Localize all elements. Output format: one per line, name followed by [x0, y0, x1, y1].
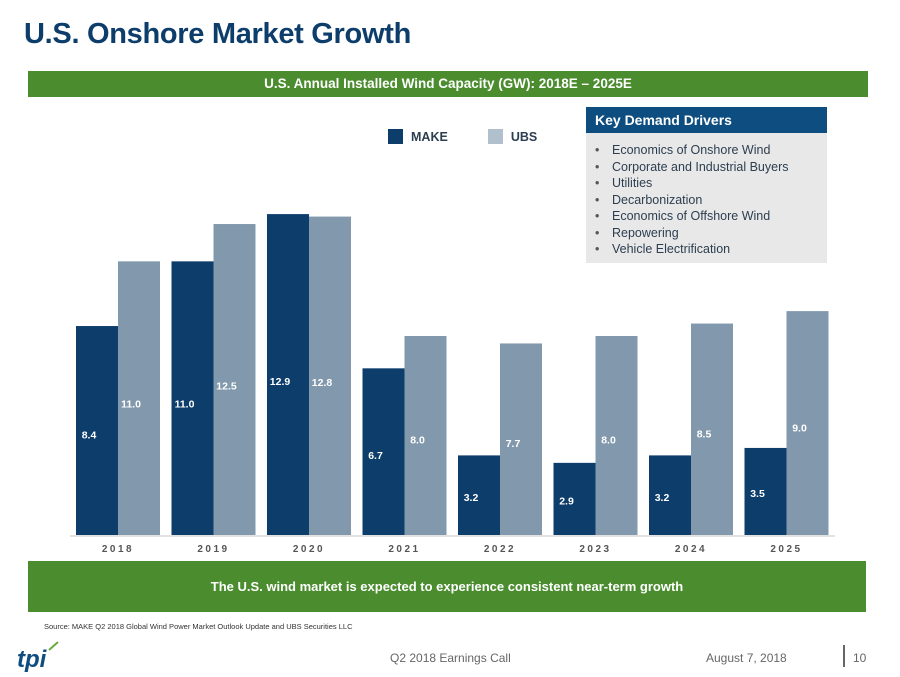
bar-ubs-2018: [118, 261, 160, 535]
logo-leaf-icon: [48, 641, 59, 651]
legend-item-make: MAKE: [388, 129, 448, 144]
x-tick-label-2023: 2023: [579, 544, 611, 555]
data-label-ubs-2025: 9.0: [792, 423, 807, 435]
x-tick-label-2022: 2022: [484, 544, 516, 555]
chart-header-banner: U.S. Annual Installed Wind Capacity (GW)…: [28, 71, 868, 97]
bar-make-2019: [171, 261, 214, 535]
logo-text: tpi: [17, 646, 48, 672]
x-tick-label-2019: 2019: [197, 544, 229, 555]
bar-ubs-2021: [404, 335, 447, 535]
bar-make-2020: [267, 214, 309, 535]
bar-ubs-2020: [309, 216, 351, 535]
data-label-make-2025: 3.5: [750, 488, 765, 500]
data-label-ubs-2021: 8.0: [410, 434, 425, 446]
source-note: Source: MAKE Q2 2018 Global Wind Power M…: [44, 622, 353, 631]
bar-ubs-2023: [595, 335, 638, 535]
data-label-ubs-2020: 12.8: [312, 377, 333, 389]
legend-label-ubs: UBS: [510, 129, 538, 144]
data-label-make-2024: 3.2: [655, 492, 670, 504]
data-label-make-2021: 6.7: [368, 450, 383, 462]
bar-make-2021: [362, 368, 405, 535]
page-title: U.S. Onshore Market Growth: [24, 18, 411, 50]
data-label-make-2020: 12.9: [270, 376, 291, 388]
driver-item: • Utilities: [595, 176, 653, 190]
data-label-make-2023: 2.9: [559, 495, 574, 507]
data-label-make-2019: 11.0: [175, 399, 195, 411]
bar-ubs-2022: [500, 343, 542, 535]
bar-make-2022: [458, 455, 500, 535]
bar-make-2025: [744, 447, 787, 535]
x-tick-label-2020: 2020: [293, 544, 325, 555]
drivers-list: • Economics of Onshore Wind • Corporate an…: [586, 133, 827, 258]
bar-make-2018: [76, 326, 118, 535]
legend-swatch-ubs: [487, 129, 503, 144]
footer-date: August 7, 2018: [706, 651, 787, 665]
x-tick-label-2025: 2025: [770, 544, 802, 555]
bar-ubs-2024: [691, 323, 733, 535]
bar-make-2023: [553, 462, 596, 535]
legend-item-ubs: UBS: [487, 129, 538, 144]
drivers-title: Key Demand Drivers: [586, 107, 827, 133]
tpi-logo: tpi: [17, 641, 59, 672]
x-tick-label-2021: 2021: [388, 544, 420, 555]
footer-divider: [843, 645, 845, 667]
footer-event: Q2 2018 Earnings Call: [390, 651, 511, 665]
x-tick-label-2024: 2024: [675, 544, 707, 555]
summary-banner: The U.S. wind market is expected to expe…: [28, 561, 866, 612]
key-demand-drivers-box: Key Demand Drivers • Economics of Onshore…: [586, 107, 827, 263]
page-number: 10: [853, 651, 867, 665]
legend-label-make: MAKE: [411, 129, 448, 144]
data-label-ubs-2023: 8.0: [601, 434, 616, 446]
bar-chart: 8.4 11.0 2018 11.0 12.5 2019 12.9 12.8 2020 6.7 8.…: [70, 214, 835, 555]
data-label-make-2022: 3.2: [464, 492, 479, 504]
driver-item: • Corporate and Industrial Buyers: [595, 159, 789, 174]
driver-item: • Economics of Onshore Wind: [595, 143, 771, 157]
x-tick-label-2018: 2018: [102, 544, 134, 555]
driver-item: • Vehicle Electrification: [595, 242, 731, 256]
data-label-make-2018: 8.4: [82, 430, 97, 442]
driver-item: • Decarbonization: [595, 192, 703, 207]
data-label-ubs-2024: 8.5: [697, 429, 712, 441]
data-label-ubs-2019: 12.5: [216, 381, 237, 393]
chart-legend: MAKE UBS: [388, 129, 577, 144]
bar-make-2024: [649, 455, 691, 535]
driver-item: • Repowering: [595, 225, 679, 240]
driver-item: • Economics of Offshore Wind: [595, 209, 771, 223]
bar-ubs-2025: [786, 311, 829, 535]
bar-ubs-2019: [213, 224, 256, 536]
data-label-ubs-2022: 7.7: [506, 438, 521, 450]
data-label-ubs-2018: 11.0: [121, 399, 141, 411]
legend-swatch-make: [388, 129, 403, 144]
